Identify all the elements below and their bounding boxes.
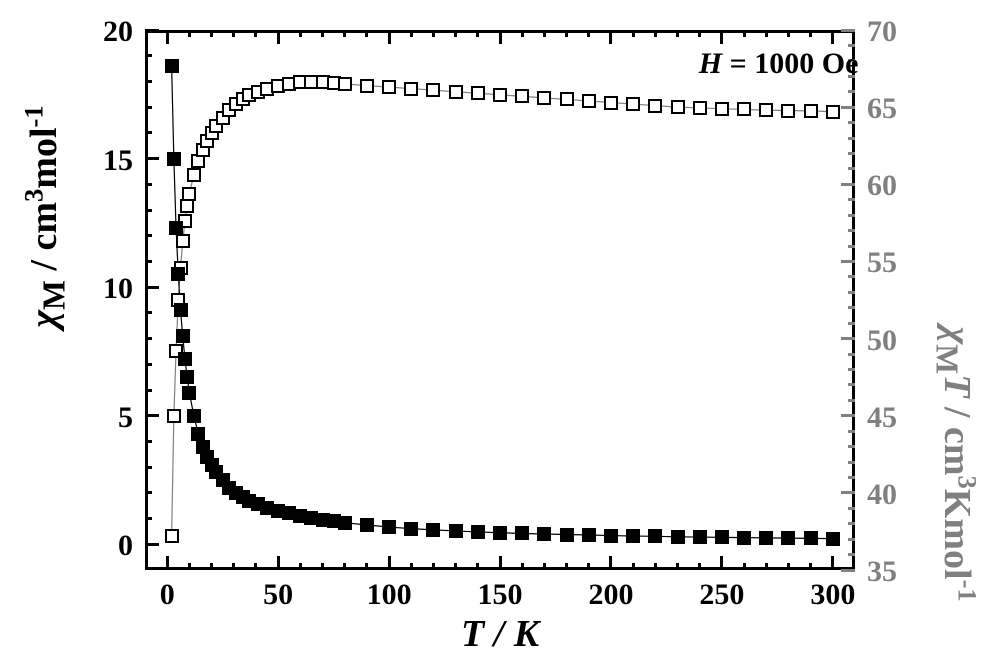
chi-m-point xyxy=(176,329,190,343)
chi-m-t-point xyxy=(187,168,201,182)
chi-m-point xyxy=(182,386,196,400)
chi-m-t-point xyxy=(582,94,596,108)
chi-m-point xyxy=(167,152,181,166)
chi-m-t-point xyxy=(537,91,551,105)
chi-m-t-point xyxy=(426,83,440,97)
chi-m-t-point xyxy=(826,105,840,119)
chi-m-t-point xyxy=(804,104,818,118)
chi-m-point xyxy=(826,532,840,546)
chi-m-point xyxy=(382,520,396,534)
field-annotation: H = 1000 Oe xyxy=(699,47,859,81)
chi-m-t-point xyxy=(781,104,795,118)
chi-m-point xyxy=(426,523,440,537)
chi-m-t-point xyxy=(693,101,707,115)
chi-m-point xyxy=(165,59,179,73)
y-right-label: χMT / cm3Kmol-1 xyxy=(928,327,982,328)
x-axis-label: T / K xyxy=(461,612,539,656)
chi-m-t-point xyxy=(180,199,194,213)
chi-m-t-point xyxy=(648,99,662,113)
chi-m-t-point xyxy=(176,234,190,248)
chi-m-point xyxy=(404,522,418,536)
y-left-label: χM / cm3mol-1 xyxy=(18,327,72,328)
chi-m-point xyxy=(626,529,640,543)
chi-m-t-point xyxy=(671,100,685,114)
chi-m-t-point xyxy=(182,187,196,201)
chi-m-t-point xyxy=(471,86,485,100)
chi-m-point xyxy=(737,531,751,545)
chi-m-point xyxy=(174,303,188,317)
chi-m-t-point xyxy=(449,85,463,99)
chi-m-point xyxy=(715,530,729,544)
chi-m-t-point xyxy=(404,82,418,96)
chi-m-point xyxy=(338,516,352,530)
chi-m-point xyxy=(560,528,574,542)
chi-m-point xyxy=(180,370,194,384)
chi-m-point xyxy=(671,530,685,544)
chi-m-point xyxy=(648,529,662,543)
chi-m-point xyxy=(187,409,201,423)
chi-m-point xyxy=(178,352,192,366)
chi-m-t-point xyxy=(626,97,640,111)
chi-m-point xyxy=(449,524,463,538)
chi-m-point xyxy=(582,528,596,542)
chi-m-point xyxy=(360,518,374,532)
chi-m-t-point xyxy=(715,102,729,116)
chi-m-t-point xyxy=(165,529,179,543)
chi-m-point xyxy=(169,221,183,235)
chi-m-t-point xyxy=(493,88,507,102)
chi-m-point xyxy=(604,529,618,543)
chi-m-point xyxy=(759,531,773,545)
chi-m-t-point xyxy=(759,103,773,117)
susceptibility-chart: 0501001502002503000510152035404550556065… xyxy=(0,0,1000,670)
chi-m-t-point xyxy=(515,89,529,103)
chi-m-point xyxy=(781,531,795,545)
chi-m-point xyxy=(804,531,818,545)
chi-m-t-point xyxy=(338,77,352,91)
chi-m-point xyxy=(515,526,529,540)
chi-m-t-point xyxy=(560,92,574,106)
chi-m-t-point xyxy=(167,409,181,423)
chi-m-point xyxy=(693,530,707,544)
chi-m-point xyxy=(537,527,551,541)
chi-m-t-point xyxy=(360,79,374,93)
chi-m-t-point xyxy=(604,96,618,110)
chi-m-t-point xyxy=(382,80,396,94)
chi-m-point xyxy=(171,267,185,281)
chi-m-point xyxy=(471,525,485,539)
chi-m-t-point xyxy=(737,102,751,116)
chi-m-point xyxy=(493,526,507,540)
